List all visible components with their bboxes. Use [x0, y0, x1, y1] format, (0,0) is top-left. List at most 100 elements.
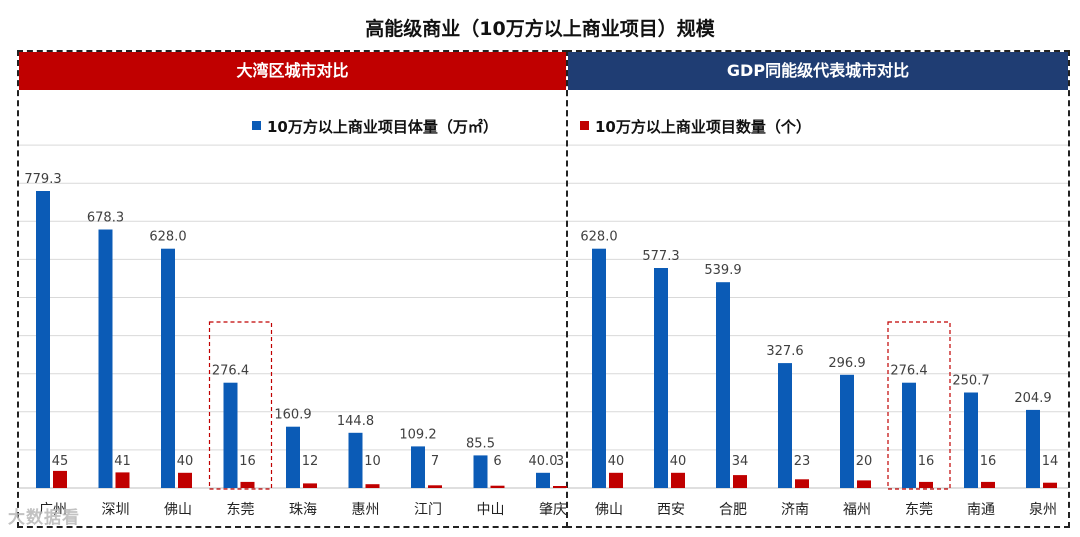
bar-area-惠州: [348, 432, 363, 488]
data-label-count: 40: [670, 454, 687, 469]
bar-area-广州: [36, 191, 50, 488]
bar-area-南通: [964, 392, 978, 488]
data-label-area: 276.4: [890, 364, 927, 379]
category-label: 泉州: [1029, 501, 1057, 518]
category-label: 江门: [414, 502, 442, 518]
bar-count-合肥: [733, 475, 747, 488]
data-label-area: 40.0: [529, 454, 558, 469]
category-label: 东莞: [905, 502, 933, 518]
bar-count-东莞: [919, 481, 933, 488]
bar-area-济南: [778, 363, 792, 488]
category-label: 东莞: [227, 502, 255, 518]
data-label-count: 12: [302, 454, 319, 469]
data-label-area: 109.2: [399, 427, 436, 442]
highlight-box: [208, 321, 273, 490]
legend-blue-swatch: [252, 121, 261, 130]
data-label-count: 16: [980, 454, 997, 469]
right-panel-frame: [566, 50, 1070, 528]
bar-count-东莞: [240, 481, 255, 488]
bar-count-福州: [857, 480, 871, 488]
data-label-area: 276.4: [212, 364, 249, 379]
data-label-count: 10: [364, 454, 381, 469]
bar-count-惠州: [365, 484, 380, 488]
data-label-area: 250.7: [952, 374, 989, 389]
bar-count-济南: [795, 479, 809, 488]
category-label: 惠州: [352, 502, 380, 518]
bar-count-深圳: [115, 472, 130, 488]
data-label-count: 41: [114, 454, 131, 469]
bar-count-泉州: [1043, 482, 1057, 488]
bar-area-珠海: [286, 426, 300, 488]
category-label: 西安: [657, 502, 685, 518]
data-label-count: 23: [794, 454, 811, 469]
bar-count-江门: [428, 485, 442, 488]
legend-count-label: 10万方以上商业项目数量（个）: [595, 118, 811, 136]
category-label: 广州: [39, 502, 67, 518]
data-label-count: 34: [732, 454, 749, 469]
category-label: 中山: [477, 502, 505, 518]
category-label: 肇庆: [539, 502, 567, 518]
data-label-area: 628.0: [580, 230, 617, 245]
data-label-area: 577.3: [642, 249, 679, 264]
data-label-count: 16: [239, 454, 256, 469]
bar-area-福州: [840, 374, 854, 488]
data-label-area: 85.5: [466, 436, 495, 451]
data-label-count: 3: [556, 454, 564, 469]
category-label: 合肥: [719, 502, 747, 518]
bar-area-东莞: [902, 382, 916, 488]
data-label-area: 144.8: [337, 414, 374, 429]
data-label-count: 40: [177, 454, 194, 469]
bar-area-泉州: [1026, 409, 1040, 488]
watermark-text: 大数据看: [8, 508, 80, 528]
category-label: 济南: [781, 502, 809, 518]
bar-count-南通: [981, 481, 995, 488]
bar-count-中山: [490, 485, 505, 488]
legend-red-swatch: [580, 121, 589, 130]
bar-area-深圳: [98, 229, 113, 488]
bar-count-广州: [53, 470, 67, 488]
watermark: 大数据看: [8, 503, 80, 528]
bar-count-佛山: [609, 472, 623, 488]
bar-area-江门: [411, 446, 425, 488]
data-label-count: 7: [431, 454, 439, 469]
data-label-area: 539.9: [704, 263, 741, 278]
data-label-area: 678.3: [87, 211, 124, 226]
bar-area-东莞: [223, 382, 238, 488]
category-label: 珠海: [289, 502, 317, 518]
bar-area-佛山: [592, 248, 606, 488]
data-label-area: 628.0: [149, 230, 186, 245]
data-label-count: 16: [918, 454, 935, 469]
data-label-count: 40: [608, 454, 625, 469]
data-label-area: 160.9: [274, 408, 311, 423]
bar-area-肇庆: [536, 472, 550, 488]
category-label: 佛山: [164, 502, 192, 518]
left-panel-header: 大湾区城市对比: [19, 52, 566, 90]
category-label: 福州: [843, 502, 871, 518]
bar-count-西安: [671, 472, 685, 488]
bar-area-西安: [654, 268, 668, 488]
legend-area-label: 10万方以上商业项目体量（万㎡）: [267, 118, 498, 136]
category-label: 深圳: [102, 502, 130, 518]
category-label: 佛山: [595, 502, 623, 518]
bar-count-佛山: [178, 472, 192, 488]
bar-count-肇庆: [553, 486, 567, 488]
legend-count: 10万方以上商业项目数量（个）: [580, 116, 811, 137]
data-label-count: 6: [493, 454, 501, 469]
legend-area: 10万方以上商业项目体量（万㎡）: [252, 116, 498, 137]
data-label-area: 779.3: [24, 172, 61, 187]
bar-area-合肥: [716, 282, 730, 488]
category-label: 南通: [967, 502, 995, 518]
data-label-count: 20: [856, 454, 873, 469]
right-panel-header: GDP同能级代表城市对比: [568, 52, 1068, 90]
bar-count-珠海: [303, 483, 317, 488]
data-label-count: 45: [52, 454, 69, 469]
data-label-area: 204.9: [1014, 391, 1051, 406]
data-label-count: 14: [1042, 454, 1059, 469]
chart-title: 高能级商业（10万方以上商业项目）规模: [365, 18, 715, 40]
highlight-box: [887, 321, 951, 490]
data-label-area: 327.6: [766, 344, 803, 359]
bar-area-中山: [473, 455, 488, 488]
data-label-area: 296.9: [828, 356, 865, 371]
bar-area-佛山: [161, 248, 175, 488]
